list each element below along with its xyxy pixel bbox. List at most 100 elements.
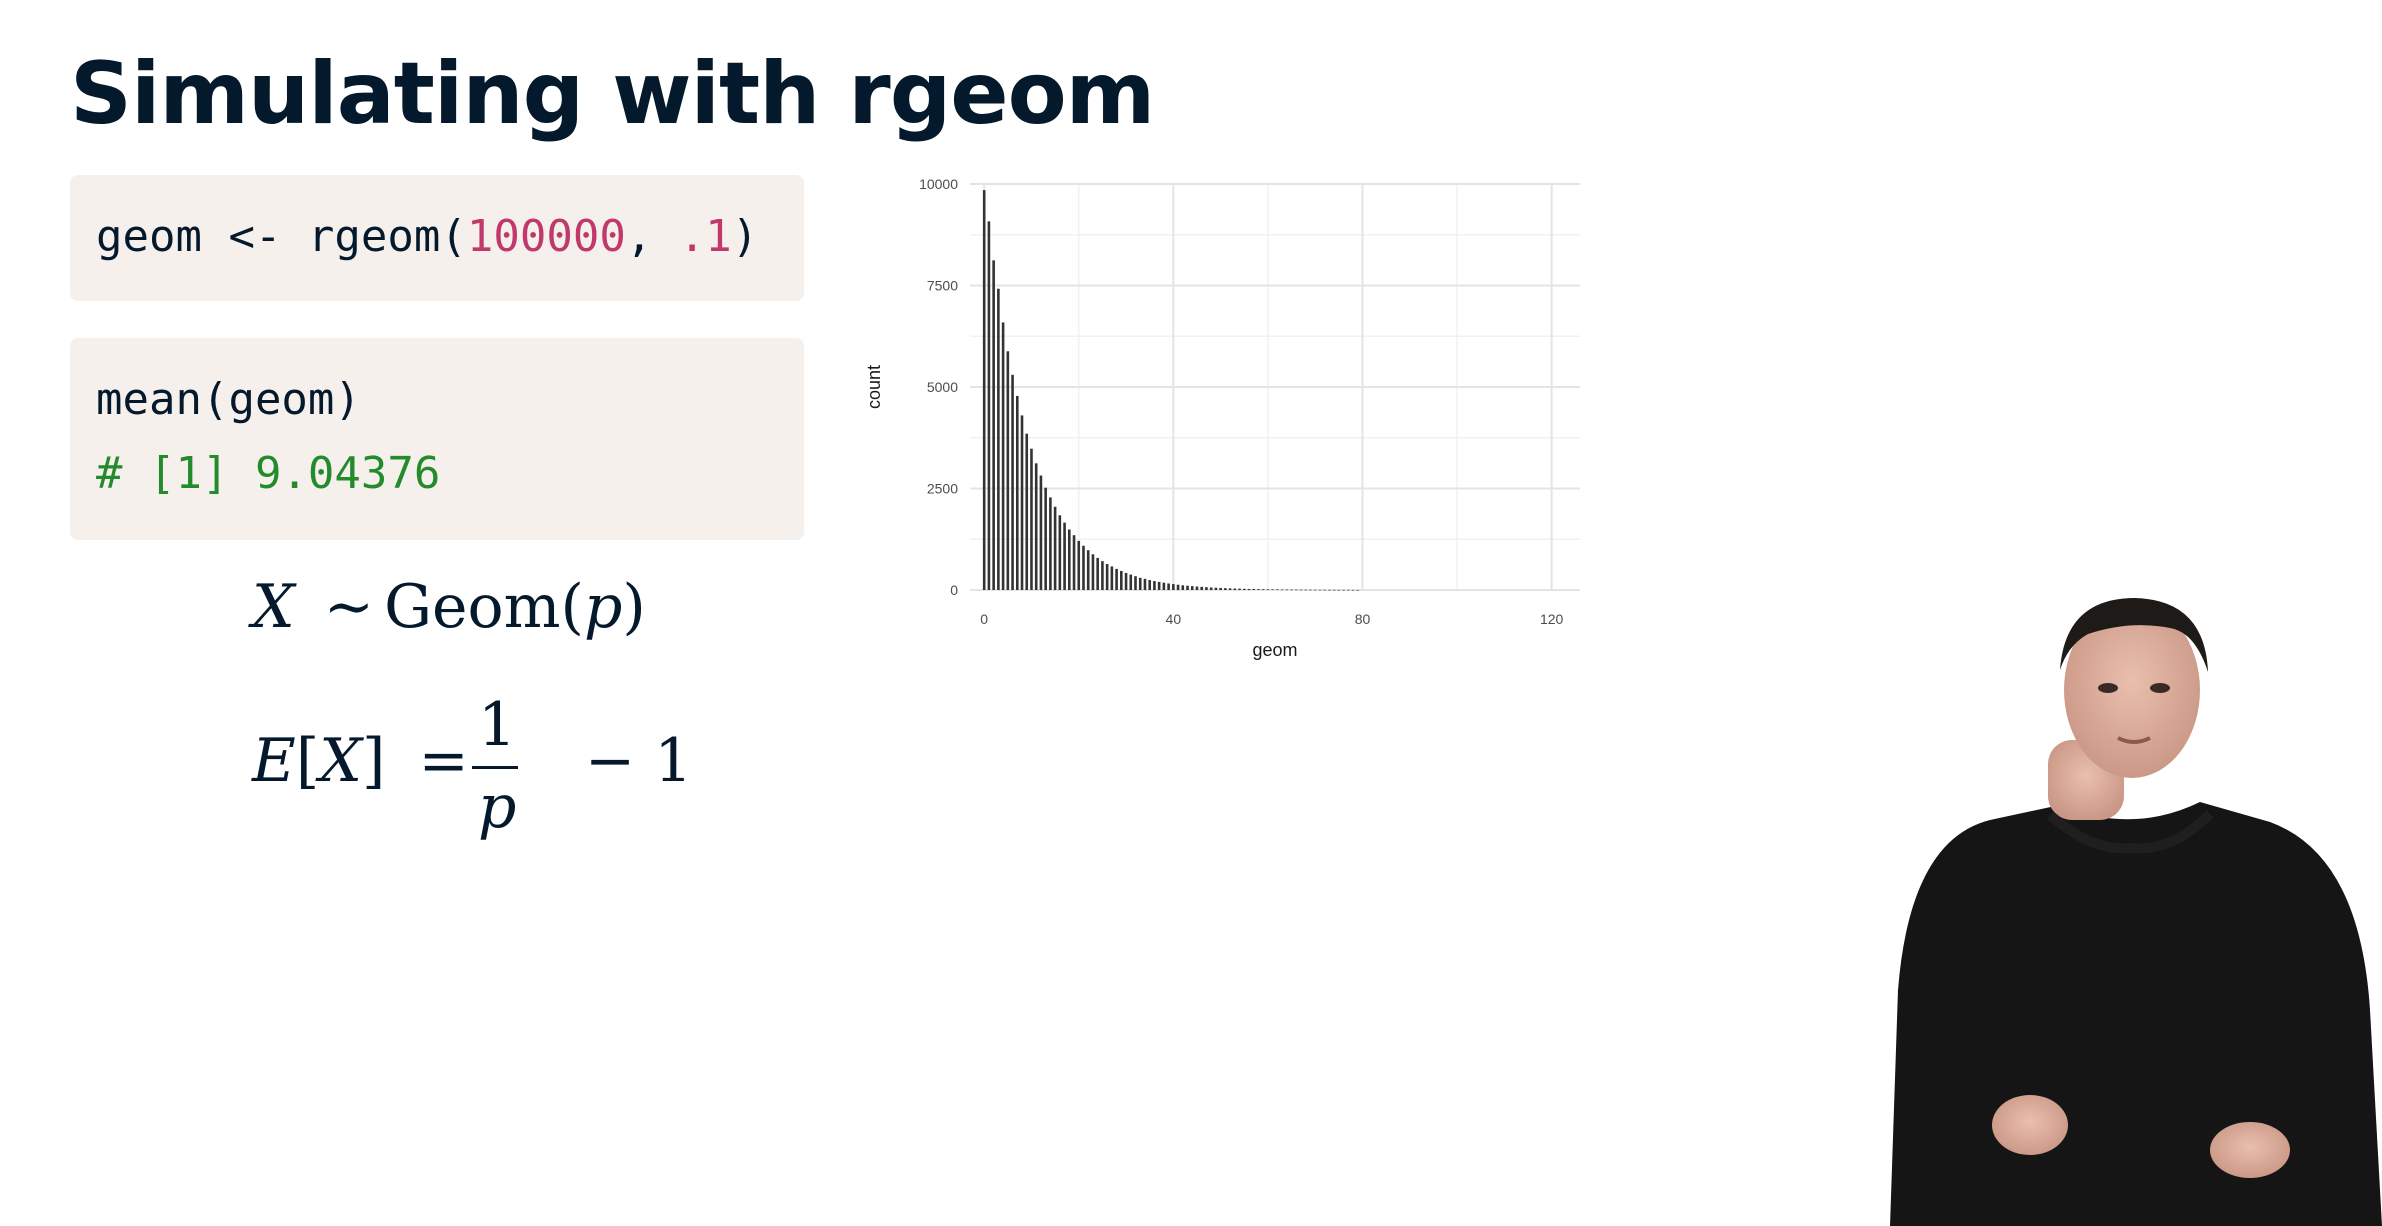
math-fn-geom: Geom( [384,572,584,642]
histogram-bar [1261,589,1265,590]
code-token: , [625,211,679,262]
code-comment-token: # [1] 9.04376 [96,448,441,499]
y-tick-label: 2500 [927,481,958,497]
code-number-token: .1 [678,211,732,262]
histogram-bar [1120,570,1123,590]
histogram-bar [1110,566,1114,590]
histogram-bar [1200,586,1204,590]
histogram-bar [1138,577,1142,590]
histogram-bar [1101,561,1104,590]
histogram-bar [1096,557,1099,590]
histogram-bar [1068,529,1071,590]
histogram-bar [1224,588,1227,590]
histogram-chart: 0 2500 5000 7500 10000 0 40 80 120 geom count [864,176,1580,660]
histogram-bar [1134,576,1137,590]
math-param-p: p [583,572,623,642]
histogram-bar [1039,475,1043,590]
histogram-bar [1257,589,1260,590]
math-denominator: p [478,772,517,842]
histogram-bar [1323,589,1326,591]
fraction-bar [472,766,518,769]
histogram-bar [1082,545,1085,590]
code-output-comment: # [1] 9.04376 [96,448,440,499]
code-token: ) [731,211,759,262]
histogram-bar [1086,550,1090,590]
histogram-bar [1328,589,1331,591]
histogram-bar [1181,585,1185,590]
math-fraction: 1 p [472,690,518,842]
math-tilde: ∼ [323,572,375,642]
histogram-bar [1115,568,1118,590]
histogram-bar [1129,574,1133,590]
y-tick-label: 5000 [927,379,958,395]
histogram-bar [1285,589,1289,591]
histogram-bar [1105,564,1109,590]
histogram-bar [1001,322,1005,590]
histogram-bar [1266,589,1270,590]
histogram-bar [1209,587,1213,590]
code-line-rgeom: geom <- rgeom(100000, .1) [96,211,758,262]
histogram-bar [1072,535,1076,590]
histogram-bar [1020,415,1024,590]
histogram-bar [997,288,1000,590]
histogram-bar [1309,589,1312,591]
histogram-bar [1034,463,1038,590]
histogram-bar [987,221,991,591]
code-token: geom <- rgeom( [96,211,467,262]
histogram-bar [1247,588,1251,590]
histogram-bar [1049,497,1052,590]
histogram-bar [1290,589,1293,591]
y-tick-label: 7500 [927,278,958,294]
histogram-bar [1242,588,1246,590]
x-tick-label: 40 [1166,611,1182,627]
histogram-bar [1280,589,1284,591]
histogram-bar [1337,589,1341,591]
histogram-bar [1304,589,1308,591]
presenter-video [1890,598,2382,1226]
histogram-bar [1271,589,1274,590]
histogram-bar [1205,587,1208,590]
math-var-x: X [252,572,295,642]
x-tick-label: 0 [980,611,988,627]
math-close-paren: ) [622,572,646,642]
histogram-bar [1063,522,1066,590]
histogram-bar [982,190,986,590]
histogram-bar [1091,554,1095,590]
code-line-mean: mean(geom) [96,374,361,425]
code-token: mean(geom) [96,374,361,425]
histogram-bar [1006,351,1010,590]
code-block-rgeom: geom <- rgeom(100000, .1) [70,175,804,301]
y-tick-label: 10000 [919,176,958,192]
histogram-bar [1356,589,1360,591]
math-var-x: X [319,726,362,796]
histogram-bar [1157,581,1161,590]
histogram-bar [1252,589,1256,590]
histogram-bar [1011,374,1014,590]
histogram-bar [1015,395,1019,590]
expectation-formula: E[X] = − 1 [252,726,692,796]
histogram-bar [1172,584,1175,590]
histogram-bar [1186,585,1189,590]
histogram-bar [1299,589,1303,591]
histogram-bar [1313,589,1317,591]
histogram-bar [1058,515,1062,590]
code-block-mean: mean(geom) # [1] 9.04376 [70,338,804,540]
histogram-bar [1044,487,1047,590]
histogram-bar [1332,589,1336,591]
histogram-bar [1346,589,1350,591]
x-tick-label: 120 [1540,611,1564,627]
y-tick-label: 0 [950,582,958,598]
histogram-bar [1318,589,1322,591]
geom-distribution-formula: X ∼ Geom(p) [252,572,646,642]
histogram-bar [1190,586,1194,590]
histogram-bar [1342,589,1345,591]
histogram-bar [1124,572,1128,590]
histogram-bar [1153,581,1156,590]
histogram-bar [1167,583,1170,590]
y-axis-title: count [864,365,884,409]
histogram-bar [1276,589,1279,591]
math-minus-one: − 1 [584,726,693,796]
x-tick-label: 80 [1355,611,1371,627]
histogram-bar [1162,582,1166,590]
